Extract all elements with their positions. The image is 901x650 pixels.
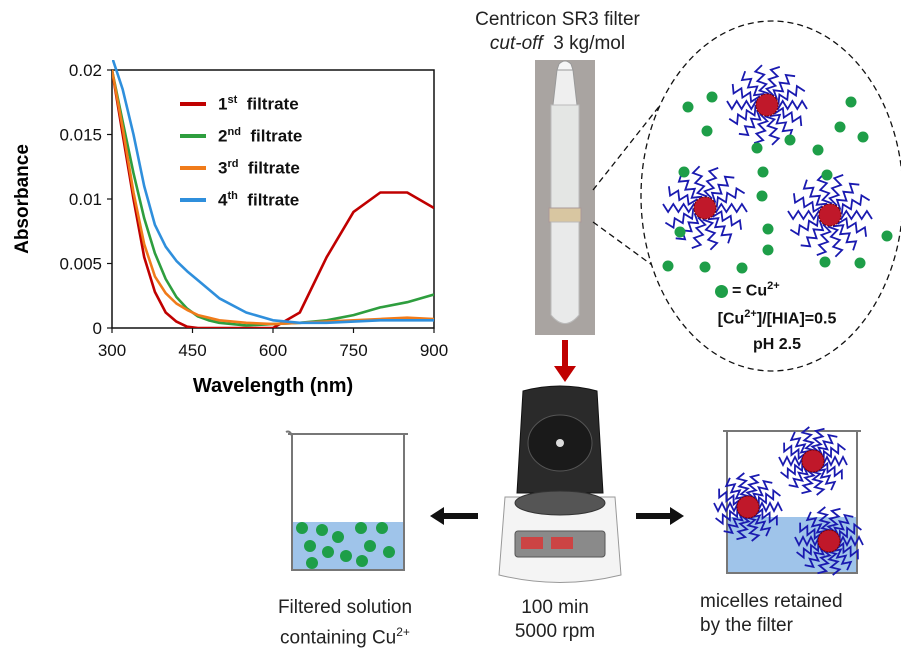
caption-centrifuge: 100 min 5000 rpm [514, 597, 596, 642]
filter-tube-image [535, 60, 595, 335]
inset-legend-cu: = Cu2+ [715, 280, 835, 300]
micelle [662, 165, 748, 251]
legend-entry-1: 1st filtrate [180, 88, 302, 120]
filter-title: Centricon SR3 filter [475, 9, 640, 30]
cu-ion-dot [881, 230, 893, 242]
cu-ion-dot [332, 531, 344, 543]
micelle [713, 472, 783, 542]
arrow-right-icon [636, 507, 684, 525]
legend-swatch [180, 198, 206, 202]
x-tick-label: 750 [339, 341, 367, 360]
cu-ion-dot [356, 555, 368, 567]
cu-ion-dot [383, 546, 395, 558]
inset-ellipse [640, 20, 901, 372]
legend-swatch [180, 166, 206, 170]
connector-line-top [592, 79, 681, 191]
micelle [726, 64, 808, 146]
x-tick-label: 600 [259, 341, 287, 360]
cu-ion-dot [674, 226, 686, 238]
inset-diagram [592, 20, 901, 372]
y-tick-label: 0.02 [69, 61, 102, 80]
x-tick-label: 900 [420, 341, 448, 360]
cu-ion-dot [699, 261, 711, 273]
cu-ion-dot [296, 522, 308, 534]
cutoff-label: cut-off [489, 33, 543, 54]
series-line-1 [112, 69, 434, 328]
arrow-left-icon [430, 507, 478, 525]
cu-ion-dot [762, 223, 774, 235]
cu-ion-dot [736, 262, 748, 274]
cu-ion-dot [706, 91, 718, 103]
cu-ion-dot [756, 190, 768, 202]
cu-ion-dot [322, 546, 334, 558]
cu-ion-dot [316, 524, 328, 536]
y-tick-label: 0.005 [59, 255, 102, 274]
legend-label: 2nd filtrate [218, 125, 303, 146]
y-tick-label: 0.01 [69, 190, 102, 209]
y-tick-label: 0.015 [59, 126, 102, 145]
caption-micelles-retained: micelles retained by the filter [700, 591, 843, 636]
cu-ion-icon [715, 284, 728, 298]
cu-ion-dot [701, 125, 713, 137]
cu-ion-dot [784, 134, 796, 146]
filter-cutoff: cut-off 3 kg/mol [445, 32, 670, 56]
cu-ion-dot [355, 522, 367, 534]
micelle [794, 506, 864, 576]
series-line-4 [112, 60, 434, 325]
y-axis-label: Absorbance [12, 144, 33, 254]
cu-ion-dot [340, 550, 352, 562]
legend-entry-3: 3rd filtrate [180, 152, 302, 184]
micelle [778, 426, 848, 496]
inset-ph: pH 2.5 [752, 336, 801, 353]
beaker-filtrate [285, 430, 408, 571]
cu-ion-dot [304, 540, 316, 552]
beaker-retentate [713, 426, 864, 576]
absorbance-chart: 300 450 600 750 900 0 0.005 0.01 0.015 0.02 Absor… [12, 60, 448, 397]
legend-swatch [180, 134, 206, 138]
inset-ratio: [Cu2+]/[HIA]=0.5 [717, 308, 837, 328]
cu-ion-dot [678, 166, 690, 178]
legend-label: 3rd filtrate [218, 157, 300, 178]
chart-legend: 1st filtrate 2nd filtrate 3rd filtrate 4th … [180, 88, 302, 216]
caption-filtered-solution: Filtered solution containing Cu2+ [277, 597, 413, 649]
legend-entry-2: 2nd filtrate [180, 120, 302, 152]
cu-ion-dot [845, 96, 857, 108]
legend-entry-4: 4th filtrate [180, 184, 302, 216]
arrow-down-icon [554, 340, 576, 382]
y-tick-label: 0 [93, 319, 102, 338]
legend-label: 1st filtrate [218, 93, 299, 114]
x-tick-label: 450 [178, 341, 206, 360]
cu-ion-dot [682, 101, 694, 113]
cu-ion-dot [306, 557, 318, 569]
x-tick-label: 300 [98, 341, 126, 360]
cu-ion-dot [819, 256, 831, 268]
micelle [787, 172, 873, 258]
cu-ion-dot [762, 244, 774, 256]
legend-swatch [180, 102, 206, 106]
cu-ion-dot [757, 166, 769, 178]
cutoff-value: 3 kg/mol [553, 33, 626, 54]
cu-ion-dot [812, 144, 824, 156]
cu-ion-dot [364, 540, 376, 552]
cu-ion-dot [662, 260, 674, 272]
legend-label: 4th filtrate [218, 189, 300, 210]
cu-ion-dot [376, 522, 388, 534]
series-line-2 [112, 69, 434, 327]
cu-ion-dot [751, 142, 763, 154]
cu-ion-dot [854, 257, 866, 269]
cu-ion-dot [821, 169, 833, 181]
cu-ion-dot [834, 121, 846, 133]
centrifuge-image [498, 385, 622, 583]
x-axis-label: Wavelength (nm) [193, 375, 353, 397]
cu-ion-dot [857, 131, 869, 143]
